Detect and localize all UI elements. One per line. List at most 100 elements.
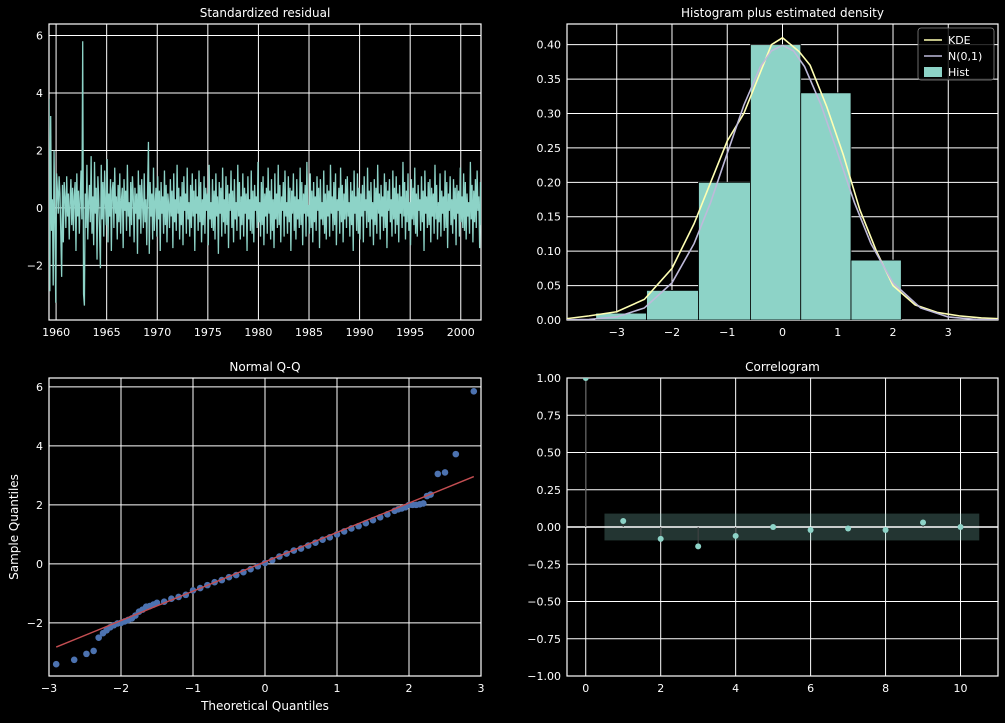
qq-axes-frame xyxy=(48,377,482,677)
corr-xtick-label: 6 xyxy=(807,682,814,695)
corr-xtick-label: 10 xyxy=(954,682,968,695)
qq-title: Normal Q-Q xyxy=(229,360,300,374)
qq-sample-point xyxy=(420,500,427,507)
acf-point xyxy=(620,518,627,525)
corr-ytick-label: 0.75 xyxy=(537,409,562,422)
corr-xtick-label: 2 xyxy=(657,682,664,695)
legend-label: N(0,1) xyxy=(948,50,982,63)
standardized-residual-panel: 1960 1965 1970 1975 1980 1985 1990 1995 2000 −2 0 2… xyxy=(27,6,482,339)
hist-xtick-label: 3 xyxy=(945,326,952,339)
resid-xtick-label: 1975 xyxy=(194,326,222,339)
hist-xtick-label: 2 xyxy=(890,326,897,339)
qq-xlabel: Theoretical Quantiles xyxy=(200,699,329,713)
kde-density-line xyxy=(567,36,998,320)
corr-ytick-label: −0.25 xyxy=(527,558,561,571)
qq-sample-point xyxy=(52,660,60,668)
qq-sample-point xyxy=(83,650,90,658)
residual-series-line xyxy=(49,41,481,306)
qq-ytick-label: 6 xyxy=(36,381,43,394)
histogram-bar xyxy=(800,92,852,320)
hist-ytick-label: 0.25 xyxy=(537,142,562,155)
resid-xtick-label: 1965 xyxy=(93,326,121,339)
hist-xtick-label: −2 xyxy=(664,326,680,339)
qq-sample-point xyxy=(70,656,78,664)
correlogram-panel: 0 2 4 6 8 10 −1.00 −0.75 −0.50 −0.25 0.00 0.25 0.50 0… xyxy=(527,360,999,695)
qq-ylabel: Sample Quantiles xyxy=(7,474,21,580)
acf-point xyxy=(695,543,702,550)
qq-xtick-label: −1 xyxy=(185,682,201,695)
qq-sample-point xyxy=(441,469,449,476)
corr-ytick-label: 0.25 xyxy=(537,484,562,497)
hist-ytick-label: 0.10 xyxy=(537,245,562,258)
qq-reference-line xyxy=(55,475,475,648)
corr-ytick-label: 1.00 xyxy=(537,372,562,385)
corr-plot-area xyxy=(567,378,998,550)
hist-ytick-label: 0.20 xyxy=(537,176,562,189)
resid-ytick-label: −2 xyxy=(27,259,43,272)
qq-plot-area xyxy=(52,387,478,668)
legend-label: Hist xyxy=(948,66,970,79)
resid-ytick-label: 0 xyxy=(36,202,43,215)
resid-xtick-label: 1985 xyxy=(295,326,323,339)
acf-point xyxy=(882,526,889,533)
acf-point xyxy=(732,532,739,539)
histogram-bar xyxy=(698,181,751,320)
hist-title: Histogram plus estimated density xyxy=(681,6,884,20)
qq-ytick-label: 0 xyxy=(36,558,43,571)
corr-xtick-label: 0 xyxy=(582,682,589,695)
acf-point xyxy=(920,519,927,526)
acf-point xyxy=(957,524,964,530)
resid-xtick-label: 1990 xyxy=(346,326,374,339)
hist-plot-area xyxy=(567,36,998,320)
resid-ytick-label: 2 xyxy=(36,144,43,157)
corr-xtick-label: 4 xyxy=(732,682,739,695)
hist-xtick-label: 0 xyxy=(779,326,786,339)
resid-title: Standardized residual xyxy=(200,6,331,20)
normal-qq-panel: −3 −2 −1 0 1 2 3 −2 0 2 4 6 Normal Q-Q Theoretical Qu… xyxy=(7,360,485,713)
histogram-density-panel: −3 −2 −1 0 1 2 3 0.00 0.05 0.10 0.15 0.20 0.25 0.30 0.… xyxy=(537,6,999,339)
resid-plot-area xyxy=(49,41,481,306)
hist-ytick-label: 0.00 xyxy=(537,314,562,327)
acf-point xyxy=(657,535,664,542)
corr-ytick-label: 0.50 xyxy=(537,447,562,460)
legend-swatch-patch xyxy=(924,67,942,77)
qq-xtick-label: 0 xyxy=(262,682,269,695)
acf-point xyxy=(845,525,852,532)
corr-ytick-label: −0.75 xyxy=(527,633,561,646)
qq-sample-point xyxy=(452,450,460,458)
qq-sample-point xyxy=(153,599,161,607)
resid-xtick-label: 1960 xyxy=(42,326,70,339)
resid-ytick-label: 6 xyxy=(36,29,43,42)
histogram-bar xyxy=(646,289,699,320)
qq-xtick-label: 1 xyxy=(334,682,341,695)
histogram-bar xyxy=(750,44,802,320)
qq-sample-point xyxy=(95,634,102,641)
resid-xtick-label: 1995 xyxy=(396,326,424,339)
qq-xtick-label: −2 xyxy=(113,682,129,695)
hist-xtick-label: −1 xyxy=(719,326,735,339)
corr-xtick-label: 8 xyxy=(882,682,889,695)
hist-ytick-label: 0.35 xyxy=(537,73,562,86)
corr-ytick-label: 0.00 xyxy=(537,521,562,534)
legend-label: KDE xyxy=(948,34,971,47)
resid-xtick-label: 1980 xyxy=(244,326,272,339)
resid-ytick-label: 4 xyxy=(36,87,43,100)
qq-sample-point xyxy=(470,387,478,395)
hist-ytick-label: 0.15 xyxy=(537,211,562,224)
normal-density-line xyxy=(567,44,998,320)
histogram-bar xyxy=(850,259,902,320)
corr-ytick-label: −1.00 xyxy=(527,670,561,683)
qq-xtick-label: −3 xyxy=(41,682,57,695)
acf-point xyxy=(582,378,589,381)
acf-point xyxy=(770,524,777,530)
resid-xtick-label: 2000 xyxy=(447,326,475,339)
qq-ytick-label: 2 xyxy=(36,499,43,512)
resid-xtick-label: 1970 xyxy=(143,326,171,339)
qq-ytick-label: 4 xyxy=(36,440,43,453)
qq-xtick-label: 3 xyxy=(478,682,485,695)
qq-ytick-label: −2 xyxy=(27,617,43,630)
hist-xtick-label: −3 xyxy=(609,326,625,339)
hist-ytick-label: 0.05 xyxy=(537,280,562,293)
